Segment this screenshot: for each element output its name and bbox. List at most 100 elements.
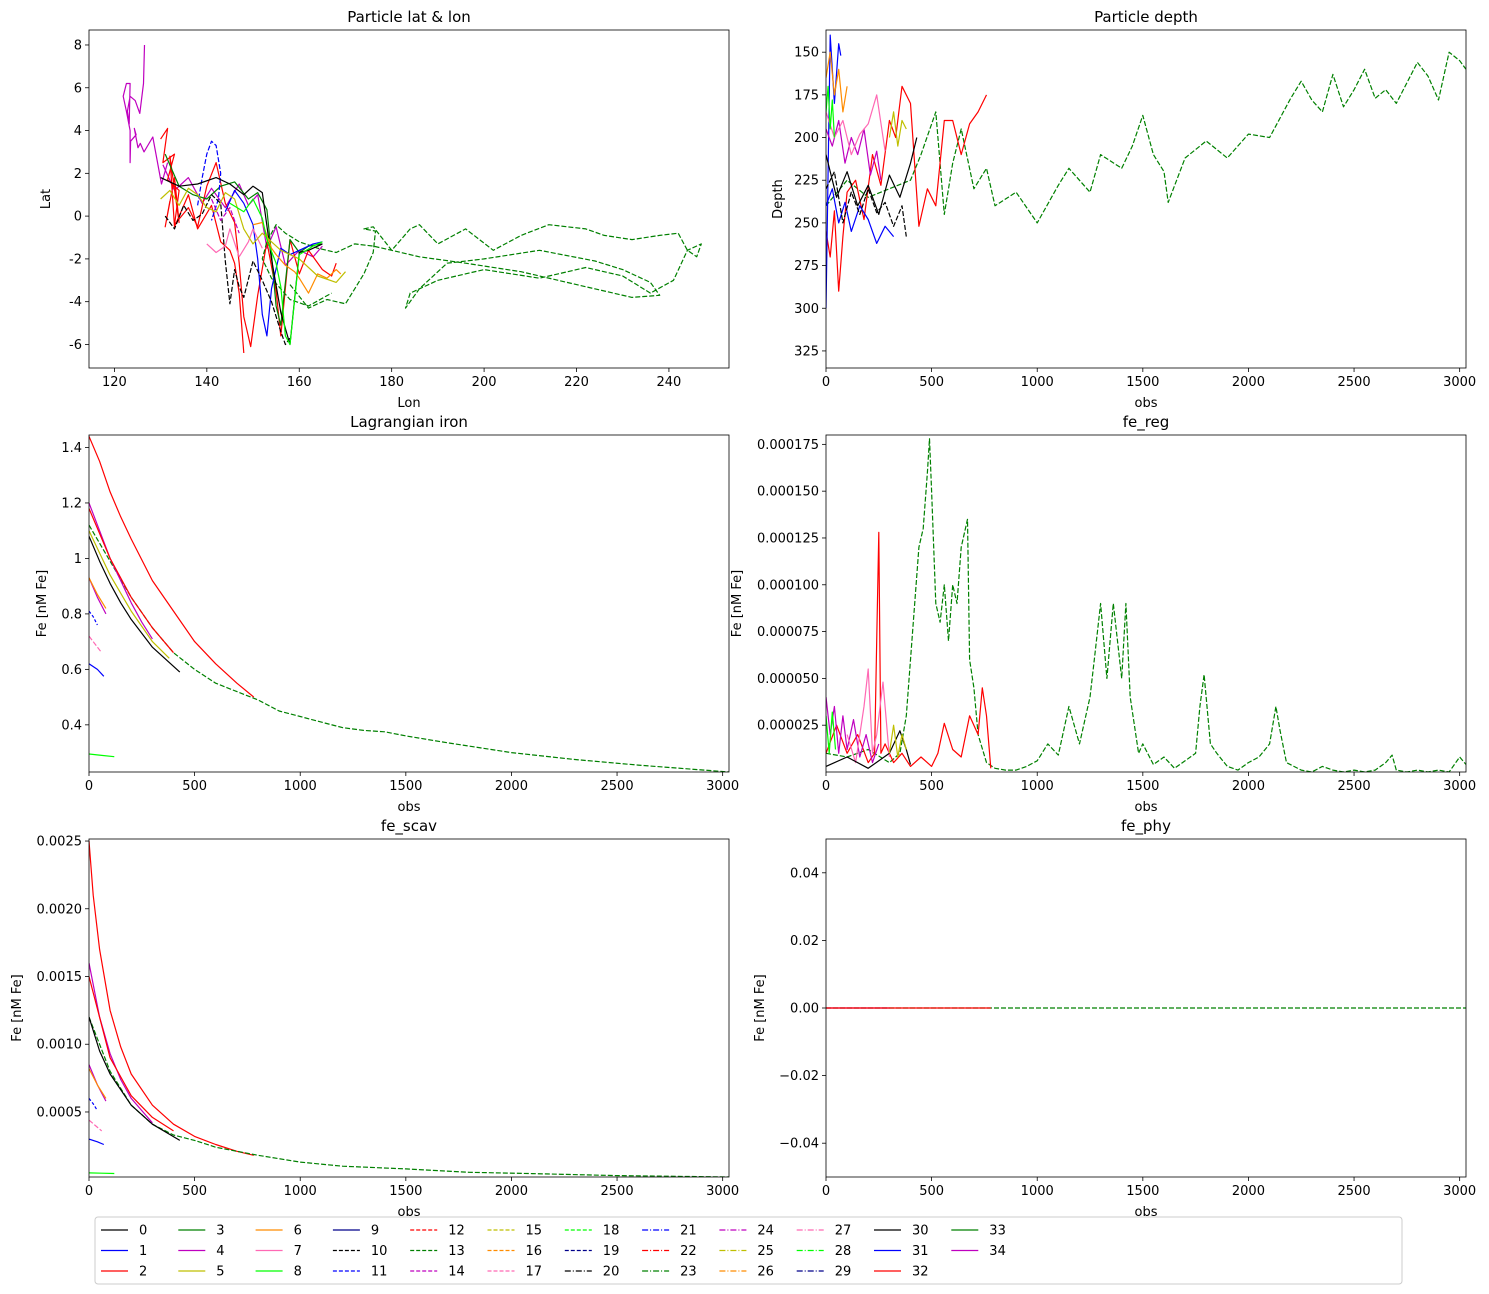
x-axis-label: obs (398, 1205, 421, 1220)
axes-frame (88, 29, 730, 369)
series-line-8 (89, 1172, 115, 1175)
y-tick-label: -2 (69, 252, 82, 267)
legend-label: 27 (835, 1224, 852, 1239)
y-tick-label: 0.00 (790, 1002, 819, 1017)
x-tick-label: 2000 (1232, 1184, 1265, 1199)
series-line-5 (89, 530, 170, 659)
x-tick-label: 240 (657, 375, 682, 390)
y-tick-label: 0.000150 (757, 485, 819, 500)
legend-label: 33 (989, 1224, 1006, 1239)
axes-frame (88, 434, 730, 773)
subplot-6: 0 500 1000 1500 2000 2500 3000 −0.04 −0.02 0.00 0.… (753, 817, 1476, 1220)
x-tick-label: 1500 (1126, 375, 1159, 390)
x-tick-label: 3000 (706, 1184, 739, 1199)
y-tick-label: 2 (74, 167, 82, 182)
legend-label: 20 (603, 1265, 620, 1280)
y-tick-label: 0.04 (790, 866, 819, 881)
y-tick-label: 0.4 (61, 718, 82, 733)
series-line-4 (89, 962, 153, 1124)
series-line-10 (164, 194, 291, 346)
series-line-13 (261, 224, 702, 309)
series-line-7 (826, 94, 886, 156)
subplot-title: Lagrangian iron (350, 413, 468, 431)
y-tick-label: 4 (74, 124, 82, 139)
legend-label: 26 (757, 1265, 774, 1280)
legend-label: 19 (603, 1244, 620, 1259)
y-tick-label: 1.2 (61, 496, 82, 511)
series-line-8 (826, 85, 835, 138)
x-tick-label: 3000 (706, 779, 739, 794)
y-tick-label: 325 (794, 344, 819, 359)
y-tick-label: 225 (794, 174, 819, 189)
series-line-4 (122, 44, 169, 185)
legend-label: 10 (371, 1244, 388, 1259)
subplot-5: 0 500 1000 1500 2000 2500 3000 0.0005 0.0010 0.00… (10, 817, 739, 1220)
series-line-32 (164, 155, 245, 354)
legend-label: 21 (680, 1224, 697, 1239)
x-tick-label: 2000 (1232, 375, 1265, 390)
x-tick-label: 220 (564, 375, 589, 390)
y-tick-label: 175 (794, 88, 819, 103)
subplot-2: 0 500 1000 1500 2000 2500 3000 150 175 200 225 250 2… (771, 8, 1476, 411)
x-tick-label: 2500 (601, 779, 634, 794)
series-line-3 (164, 153, 323, 326)
series-group (122, 44, 702, 354)
series-line-2 (89, 508, 174, 654)
series-line-1 (224, 189, 323, 337)
x-axis-label: obs (1135, 1205, 1158, 1220)
series-line-7 (89, 635, 103, 654)
series-line-0 (89, 535, 181, 673)
x-tick-label: 2000 (495, 779, 528, 794)
x-tick-label: 1000 (284, 1184, 317, 1199)
y-tick-label: 0.000175 (757, 438, 819, 453)
x-tick-label: 0 (822, 779, 830, 794)
legend-label: 24 (757, 1224, 774, 1239)
y-tick-label: 0.000075 (757, 625, 819, 640)
legend-label: 12 (448, 1224, 465, 1239)
subplot-4: 0 500 1000 1500 2000 2500 3000 0.000025 0.000050… (730, 413, 1476, 815)
series-line-7 (206, 228, 263, 258)
x-tick-label: 500 (182, 779, 207, 794)
x-tick-label: 3000 (1443, 375, 1476, 390)
y-tick-label: −0.02 (779, 1069, 819, 1084)
series-line-32 (826, 531, 992, 769)
x-tick-label: 0 (85, 779, 93, 794)
legend-label: 6 (294, 1224, 302, 1239)
y-tick-label: 150 (794, 46, 819, 61)
legend-label: 34 (989, 1244, 1006, 1259)
y-tick-label: 0.000025 (757, 719, 819, 734)
legend-label: 1 (139, 1244, 147, 1259)
y-tick-label: -6 (69, 338, 82, 353)
legend-label: 16 (526, 1244, 543, 1259)
x-axis-label: obs (1135, 396, 1158, 411)
series-line-6 (89, 577, 107, 609)
x-tick-label: 0 (85, 1184, 93, 1199)
x-axis-label: obs (1135, 800, 1158, 815)
subplot-1: 120 140 160 180 200 220 240 -6 -4 -2 0 2 4 6 8 Particle… (39, 8, 730, 411)
series-line-5 (888, 111, 907, 147)
x-tick-label: 1000 (284, 779, 317, 794)
x-tick-label: 3000 (1443, 1184, 1476, 1199)
x-tick-label: 200 (472, 375, 497, 390)
series-line-0 (89, 1016, 181, 1141)
subplot-3: 0 500 1000 1500 2000 2500 3000 0.4 0.6 0.8 1 1.2 1.4… (35, 413, 739, 815)
legend-label: 30 (912, 1224, 929, 1239)
series-line-1 (89, 663, 105, 677)
legend-label: 4 (216, 1244, 224, 1259)
series-group (826, 438, 1466, 772)
x-tick-label: 2500 (1338, 779, 1371, 794)
y-tick-label: 300 (794, 302, 819, 317)
series-line-13 (826, 438, 1466, 772)
y-tick-label: 0.000050 (757, 672, 819, 687)
series-line-32 (89, 840, 254, 1156)
x-tick-label: 120 (102, 375, 127, 390)
legend-label: 31 (912, 1244, 929, 1259)
legend-label: 0 (139, 1224, 147, 1239)
y-tick-label: 8 (74, 38, 82, 53)
subplot-title: fe_reg (1123, 413, 1170, 432)
series-line-10 (826, 171, 907, 237)
x-tick-label: 500 (182, 1184, 207, 1199)
series-line-32 (89, 436, 255, 698)
y-axis-label: Fe [nM Fe] (730, 570, 745, 637)
x-tick-label: 180 (379, 375, 404, 390)
